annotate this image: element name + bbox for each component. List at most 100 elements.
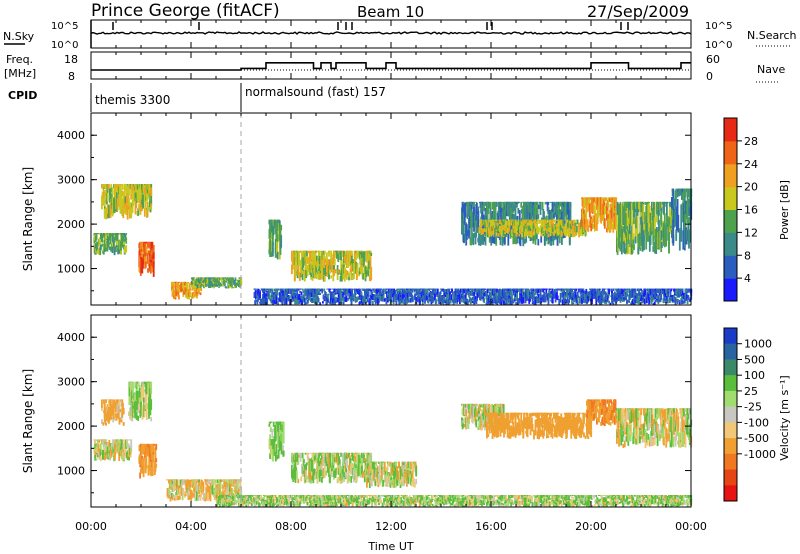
- power-cell: [115, 233, 117, 241]
- power-cell: [465, 224, 468, 236]
- power-cell: [276, 234, 279, 242]
- power-cell: [310, 289, 313, 293]
- power-cell: [526, 292, 528, 299]
- power-cell: [605, 202, 608, 208]
- power-cell: [420, 298, 423, 302]
- power-cell: [628, 220, 631, 234]
- power-cell: [667, 288, 670, 293]
- power-cell: [240, 278, 243, 283]
- power-cell: [686, 294, 688, 301]
- power-cell: [99, 247, 102, 256]
- power-cell: [606, 299, 609, 302]
- power-cell: [322, 270, 325, 281]
- power-cell: [424, 293, 426, 300]
- power-cell: [298, 255, 300, 266]
- power-cell: [579, 233, 582, 236]
- power-cell: [125, 245, 128, 253]
- power-cell: [434, 295, 436, 301]
- power-cell: [619, 238, 622, 252]
- power-cell: [674, 190, 677, 209]
- power-cell: [351, 296, 354, 300]
- nave-tick-top: 60: [706, 53, 720, 66]
- power-cell: [144, 261, 147, 268]
- power-cell: [623, 232, 625, 242]
- power-cell: [106, 241, 109, 252]
- power-cell: [538, 204, 540, 209]
- power-cell: [101, 243, 104, 247]
- power-cell: [352, 297, 355, 302]
- power-cell: [676, 212, 678, 231]
- power-cell: [136, 184, 139, 196]
- power-cell: [546, 201, 549, 212]
- power-cell: [326, 252, 328, 264]
- power-cell: [402, 298, 405, 302]
- power-cell: [143, 184, 146, 186]
- power-cell: [303, 269, 306, 282]
- power-cell: [223, 280, 226, 283]
- power-cell: [292, 294, 294, 299]
- power-cell: [439, 299, 442, 305]
- power-cell: [327, 300, 330, 303]
- power-cell: [452, 299, 455, 303]
- power-cell: [566, 217, 569, 231]
- power-cell: [544, 201, 547, 205]
- power-cell: [311, 277, 314, 281]
- power-cell: [547, 238, 550, 245]
- power-cell: [116, 236, 119, 241]
- power-cell: [636, 209, 639, 217]
- power-cell: [262, 288, 264, 293]
- power-cell: [113, 236, 116, 243]
- power-cell: [344, 254, 347, 261]
- power-cell: [470, 298, 473, 302]
- power-cell: [573, 221, 575, 227]
- power-cell: [131, 184, 134, 193]
- power-cell: [488, 288, 491, 290]
- power-cell: [295, 264, 298, 269]
- power-cell: [566, 290, 568, 296]
- power-cell: [120, 246, 122, 253]
- power-cell: [123, 184, 126, 197]
- power-cell: [335, 290, 338, 293]
- power-cell: [660, 204, 663, 225]
- power-cell: [351, 274, 354, 280]
- power-cell: [506, 219, 509, 221]
- power-cell: [464, 202, 467, 218]
- power-cell: [519, 231, 522, 235]
- power-cell: [494, 219, 496, 222]
- power-cell: [264, 288, 267, 292]
- power-cell: [519, 232, 522, 247]
- power-cell: [97, 247, 100, 255]
- power-cell: [327, 294, 329, 298]
- power-cell: [547, 296, 550, 304]
- power-cell: [608, 197, 611, 202]
- power-cell: [628, 301, 630, 303]
- power-cell: [171, 292, 174, 297]
- power-cell: [367, 270, 370, 277]
- power-cell: [625, 212, 628, 230]
- power-cell: [489, 201, 492, 209]
- power-cell: [655, 290, 658, 296]
- power-cell: [218, 277, 221, 281]
- power-cell: [315, 264, 318, 275]
- power-cell: [484, 291, 487, 294]
- power-cell: [495, 291, 498, 297]
- power-cell: [551, 202, 554, 212]
- power-cell: [187, 281, 190, 284]
- power-cell: [480, 229, 483, 234]
- power-cell: [522, 235, 525, 247]
- power-cell: [497, 289, 500, 296]
- power-cell: [140, 188, 143, 198]
- power-cell: [546, 234, 548, 240]
- power-cell: [510, 219, 513, 224]
- power-cell: [494, 288, 497, 292]
- power-cell: [499, 205, 502, 216]
- power-cell: [595, 214, 598, 224]
- power-cell: [530, 206, 533, 227]
- power-cell: [671, 208, 673, 216]
- power-cell: [516, 302, 519, 305]
- power-cell: [636, 218, 639, 243]
- power-cell: [611, 298, 614, 304]
- power-cell: [556, 291, 558, 296]
- power-cell: [318, 288, 321, 294]
